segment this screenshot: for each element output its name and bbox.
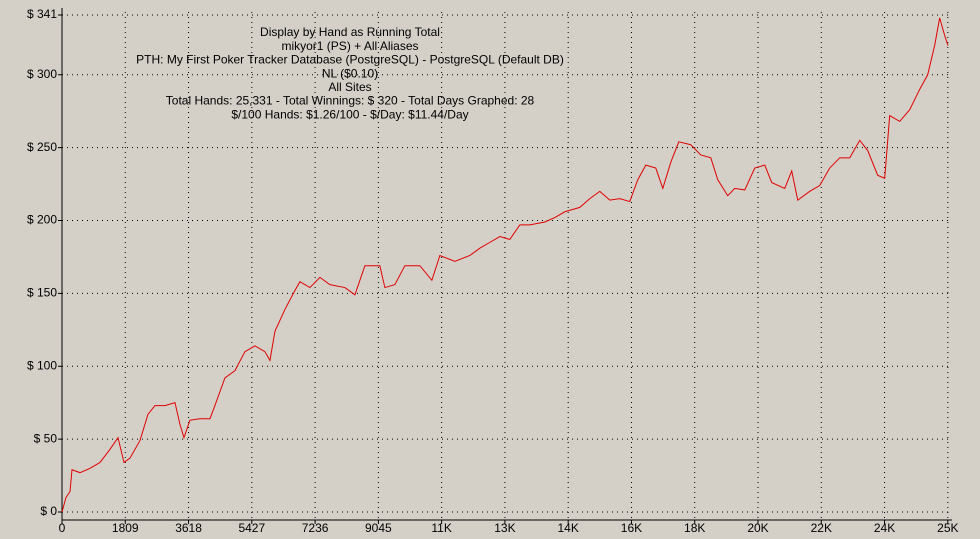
y-tick-label: $ 150 <box>27 286 57 300</box>
y-tick-label: $ 100 <box>27 358 57 372</box>
line <box>61 17 949 513</box>
annotation: NL ($0.10) <box>322 66 378 80</box>
y-tick-label: $ 0 <box>40 504 57 518</box>
y-tick-label: $ 250 <box>27 140 57 154</box>
x-tick-label: 14K <box>558 521 579 535</box>
x-tick-label: 13K <box>494 521 515 535</box>
x-tick-label: 0 <box>59 521 66 535</box>
y-tick-label: $ 341 <box>27 7 57 21</box>
annotation: Display by Hand as Running Total <box>260 25 440 39</box>
x-tick-label: 18K <box>684 521 705 535</box>
x-tick-label: 22K <box>811 521 832 535</box>
annotation: All Sites <box>328 80 371 94</box>
x-tick-label: 5427 <box>238 521 265 535</box>
y-tick-label: $ 50 <box>34 431 58 445</box>
y-tick-label: $ 300 <box>27 67 57 81</box>
x-tick-label: 3618 <box>175 521 202 535</box>
y-tick-label: $ 200 <box>27 213 57 227</box>
x-tick-label: 25K <box>937 521 958 535</box>
x-tick-label: 1809 <box>112 521 139 535</box>
annotation: $/100 Hands: $1.26/100 - $/Day: $11.44/D… <box>231 107 468 121</box>
annotation: PTH: My First Poker Tracker Database (Po… <box>136 53 564 67</box>
x-tick-label: 11K <box>431 521 451 535</box>
x-tick-label: 24K <box>874 521 895 535</box>
x-tick-label: 7236 <box>302 521 329 535</box>
annotation: Total Hands: 25,331 - Total Winnings: $ … <box>166 94 535 108</box>
x-tick-label: 20K <box>747 521 768 535</box>
annotation: mikyor1 (PS) + All Aliases <box>281 39 418 53</box>
x-tick-label: 16K <box>621 521 642 535</box>
x-tick-label: 9045 <box>365 521 392 535</box>
